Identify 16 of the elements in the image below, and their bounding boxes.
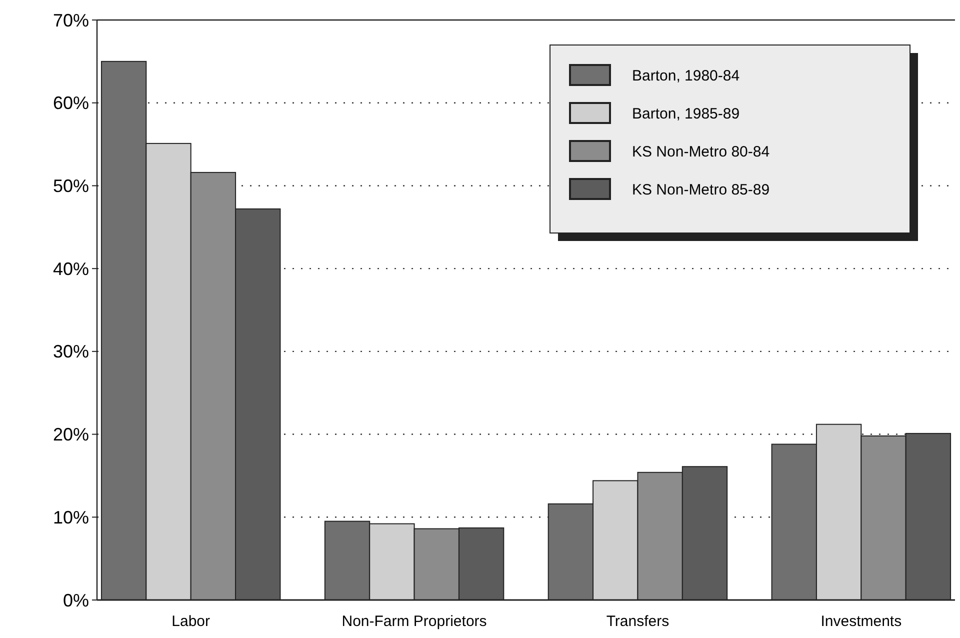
y-tick-label: 30% <box>52 342 89 362</box>
x-tick-label: Transfers <box>606 613 670 630</box>
y-tick-label: 40% <box>52 258 89 279</box>
legend-label: Barton, 1985-89 <box>632 105 740 122</box>
legend-label: KS Non-Metro 80-84 <box>632 143 770 160</box>
y-tick-label: 20% <box>52 424 89 445</box>
x-tick-label: Labor <box>172 613 210 630</box>
y-tick-label: 10% <box>52 507 89 528</box>
y-tick-label: 0% <box>62 590 89 610</box>
y-tick-label: 60% <box>52 93 89 114</box>
x-tick-label: Investments <box>820 613 902 630</box>
x-tick-label: Non-Farm Proprietors <box>342 613 487 630</box>
y-tick-label: 50% <box>52 176 89 196</box>
legend-label: KS Non-Metro 85-89 <box>632 181 770 198</box>
y-tick-label: 70% <box>52 10 89 30</box>
legend-label: Barton, 1980-84 <box>632 67 740 84</box>
